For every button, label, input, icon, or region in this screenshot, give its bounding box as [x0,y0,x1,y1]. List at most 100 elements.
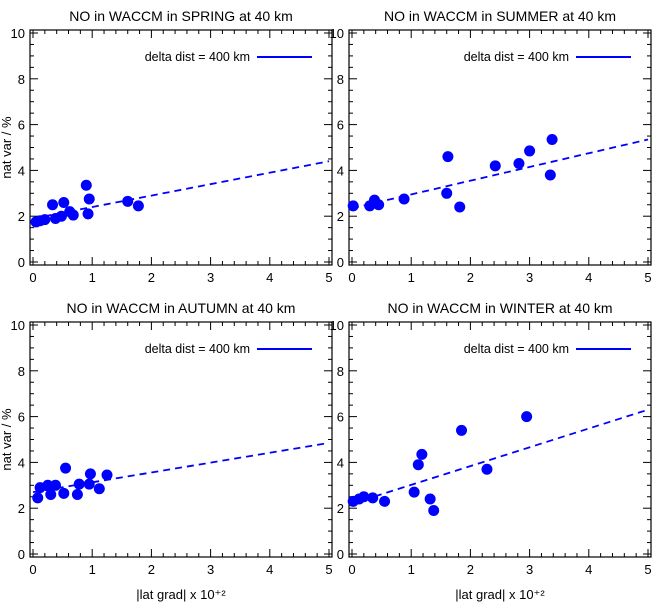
data-point [521,411,532,422]
x-tick-label: 4 [266,562,273,577]
x-tick-label: 2 [467,270,474,285]
chart-panel-1: NO in WACCM in SPRING at 40 km 0 1 2 3 4 5 0 2 4 6… [0,8,333,285]
y-tick-label: 2 [18,209,25,224]
data-point [367,492,378,503]
data-point [428,505,439,516]
plot-frame [349,30,651,265]
data-point [47,199,58,210]
chart-title: NO in WACCM in AUTUMN at 40 km [67,300,296,316]
x-tick-label: 5 [325,562,332,577]
y-tick-label: 6 [337,410,344,425]
x-tick-label: 3 [207,562,214,577]
data-point [545,169,556,180]
data-point [60,463,71,474]
data-point [85,468,96,479]
plot-frame [349,322,651,557]
y-tick-label: 6 [337,118,344,133]
fit-line [33,161,329,218]
data-point [74,479,85,490]
data-point [94,483,105,494]
data-point [122,196,133,207]
chart-title: NO in WACCM in WINTER at 40 km [387,300,612,316]
legend-label: delta dist = 400 km [145,50,250,64]
y-axis-label: nat var / % [0,408,14,471]
data-point [39,214,50,225]
x-tick-label: 0 [348,562,355,577]
y-tick-label: 4 [337,455,344,470]
data-point [72,489,83,500]
y-tick-label: 4 [18,455,25,470]
data-point [441,188,452,199]
y-tick-label: 8 [337,72,344,87]
data-point [81,180,92,191]
x-tick-label: 0 [348,270,355,285]
data-point [490,160,501,171]
x-tick-label: 1 [89,270,96,285]
data-point [425,494,436,505]
data-point [84,479,95,490]
y-tick-label: 10 [11,318,25,333]
chart-panel-2: NO in WACCM in SUMMER at 40 km 0 1 2 3 4 5 0 2 4 6… [330,8,652,285]
data-point [133,200,144,211]
chart-title: NO in WACCM in SUMMER at 40 km [384,8,616,24]
x-tick-label: 0 [29,562,36,577]
y-axis-label: nat var / % [0,116,14,179]
y-tick-label: 0 [18,547,25,562]
y-tick-label: 4 [337,163,344,178]
legend-label: delta dist = 400 km [464,50,569,64]
legend-label: delta dist = 400 km [464,342,569,356]
x-tick-label: 1 [408,270,415,285]
data-point [58,488,69,499]
y-tick-label: 6 [18,410,25,425]
chart-title: NO in WACCM in SPRING at 40 km [69,8,293,24]
x-tick-label: 1 [408,562,415,577]
chart-panel-4: NO in WACCM in WINTER at 40 km 0 1 2 3 4 5 0 2 4 6… [330,300,652,602]
data-point [373,199,384,210]
x-tick-label: 3 [207,270,214,285]
y-tick-label: 0 [337,547,344,562]
x-tick-label: 2 [467,562,474,577]
data-point [416,449,427,460]
y-tick-label: 0 [337,255,344,270]
fit-line [352,410,648,504]
data-point [524,145,535,156]
x-tick-label: 1 [89,562,96,577]
legend-label: delta dist = 400 km [145,342,250,356]
data-point [456,425,467,436]
x-tick-label: 0 [29,270,36,285]
data-point [379,496,390,507]
data-point [50,480,61,491]
data-point [68,210,79,221]
data-point [547,134,558,145]
x-tick-label: 5 [644,562,651,577]
x-tick-label: 4 [585,270,592,285]
y-tick-label: 8 [337,364,344,379]
x-axis-label: |lat grad| x 10⁺² [455,587,545,602]
x-tick-label: 5 [325,270,332,285]
data-point [413,459,424,470]
data-point [442,151,453,162]
data-point [409,487,420,498]
x-axis-label: |lat grad| x 10⁺² [136,587,226,602]
plot-frame [30,30,332,265]
x-tick-label: 3 [526,562,533,577]
data-point [102,469,113,480]
chart-panel-3: NO in WACCM in AUTUMN at 40 km 0 1 2 3 4 5 0 2 4 6… [0,300,333,602]
data-point [32,492,43,503]
y-tick-label: 2 [337,209,344,224]
plot-frame [30,322,332,557]
data-point [348,200,359,211]
x-tick-label: 2 [148,270,155,285]
y-tick-label: 10 [330,318,344,333]
x-tick-label: 2 [148,562,155,577]
y-tick-label: 10 [11,26,25,41]
data-point [399,194,410,205]
x-tick-label: 5 [644,270,651,285]
data-point [83,208,94,219]
y-tick-label: 6 [18,118,25,133]
y-tick-label: 4 [18,163,25,178]
data-point [481,464,492,475]
x-tick-label: 4 [585,562,592,577]
y-tick-label: 2 [18,501,25,516]
